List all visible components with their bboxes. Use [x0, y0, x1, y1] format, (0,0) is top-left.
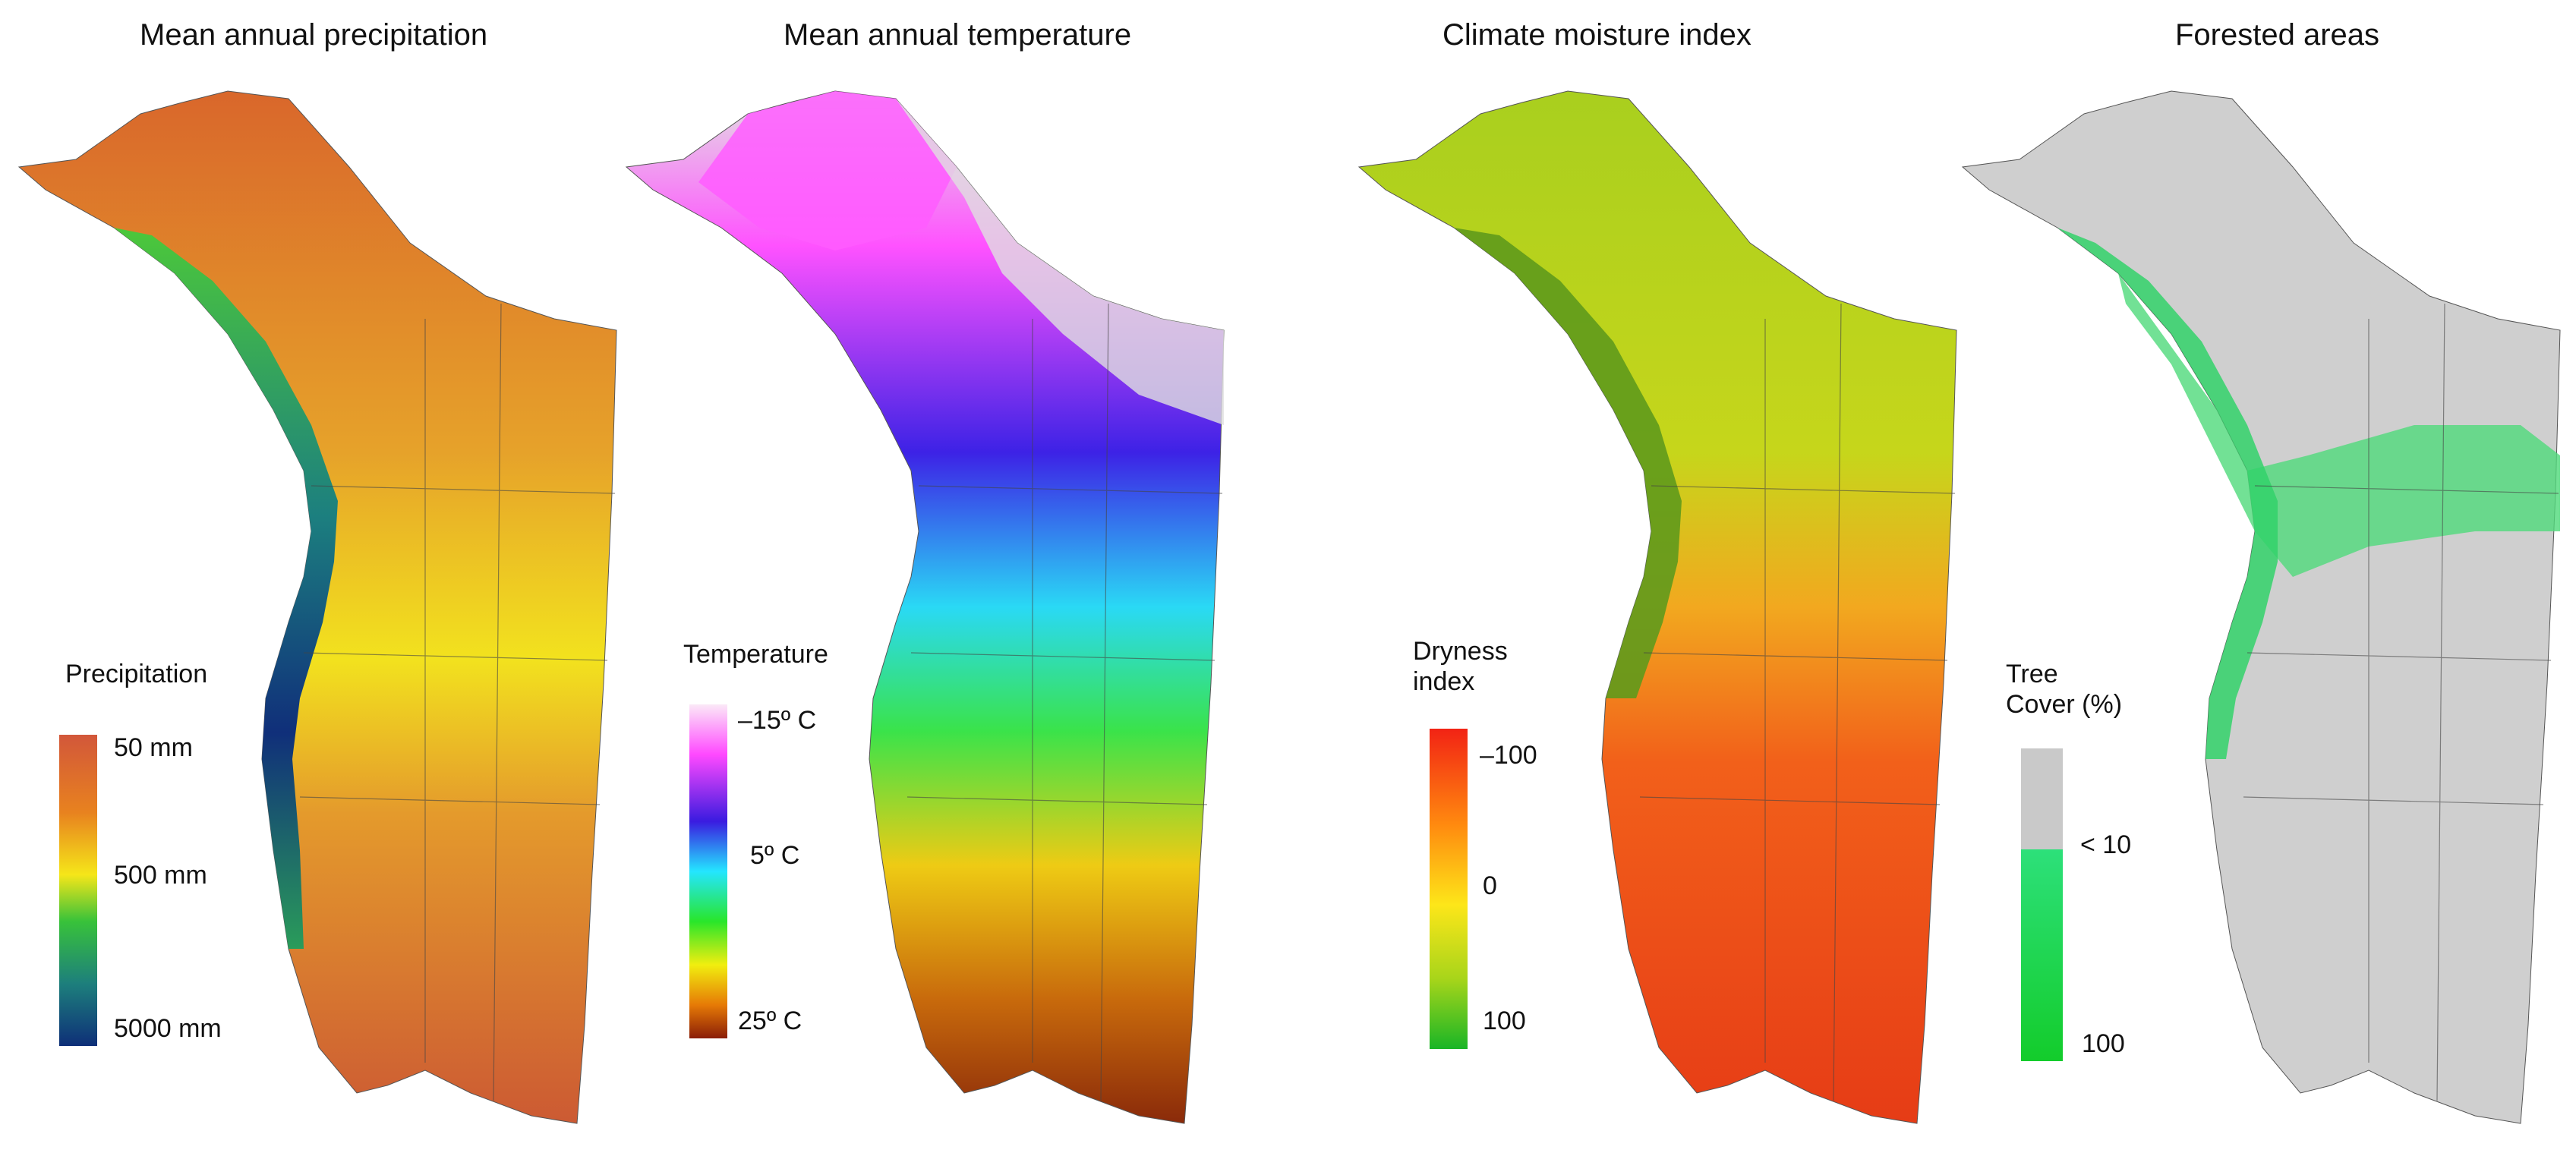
moisture-map — [1357, 90, 1957, 1124]
state-borders — [906, 303, 1223, 1101]
panel-moisture: Climate moisture index Dryness index — [1340, 0, 1970, 1153]
temperature-map — [625, 90, 1225, 1124]
boreal-forest — [2118, 273, 2560, 577]
legend-tick: –15º C — [738, 706, 817, 735]
legend-title: Precipitation — [65, 660, 208, 688]
legend-tick: 100 — [2082, 1029, 2125, 1058]
wet-coast — [1454, 228, 1682, 698]
legend-title: Temperature — [683, 640, 828, 669]
panel-title: Mean annual precipitation — [140, 18, 488, 52]
legend-tick: 0 — [1483, 871, 1497, 900]
legend-tick: 100 — [1483, 1007, 1526, 1035]
polar-north — [896, 99, 1224, 425]
legend-tick: –100 — [1480, 741, 1537, 770]
panel-precipitation: Mean annual precipitation Precipitation — [0, 0, 630, 1153]
state-borders — [2243, 303, 2559, 1101]
map-landmass — [625, 90, 1225, 1124]
legend-title-text: Dryness index — [1413, 637, 1508, 696]
panel-temperature: Mean annual temperature Temperature — [607, 0, 1238, 1153]
dryness-colorbar — [1430, 729, 1468, 1049]
tree-cover-colorbar — [2021, 748, 2063, 1061]
panel-forest: Forested areas Tree Cover (%) < 10 100 — [1944, 0, 2574, 1153]
legend-tick: 25º C — [738, 1007, 802, 1035]
precipitation-map — [17, 90, 617, 1124]
state-borders — [1639, 303, 1956, 1101]
legend-tick: 5º C — [750, 841, 800, 870]
legend-title: Tree Cover (%) — [2006, 659, 2122, 720]
state-borders — [299, 303, 616, 1101]
legend-title-text: Tree Cover (%) — [2006, 660, 2123, 719]
legend-tick: < 10 — [2080, 830, 2132, 859]
cold-alaska — [698, 91, 957, 250]
temperature-colorbar — [689, 704, 727, 1038]
legend-title: Dryness index — [1413, 636, 1508, 697]
wet-coast — [114, 228, 338, 949]
legend-tick: 500 mm — [114, 861, 207, 890]
precipitation-colorbar — [59, 735, 97, 1046]
forest-map — [1961, 90, 2561, 1124]
legend-tick: 50 mm — [114, 733, 193, 762]
panel-title: Forested areas — [2175, 18, 2380, 52]
panel-title: Mean annual temperature — [784, 18, 1132, 52]
legend-tick: 5000 mm — [114, 1014, 222, 1043]
panel-title: Climate moisture index — [1442, 18, 1751, 52]
